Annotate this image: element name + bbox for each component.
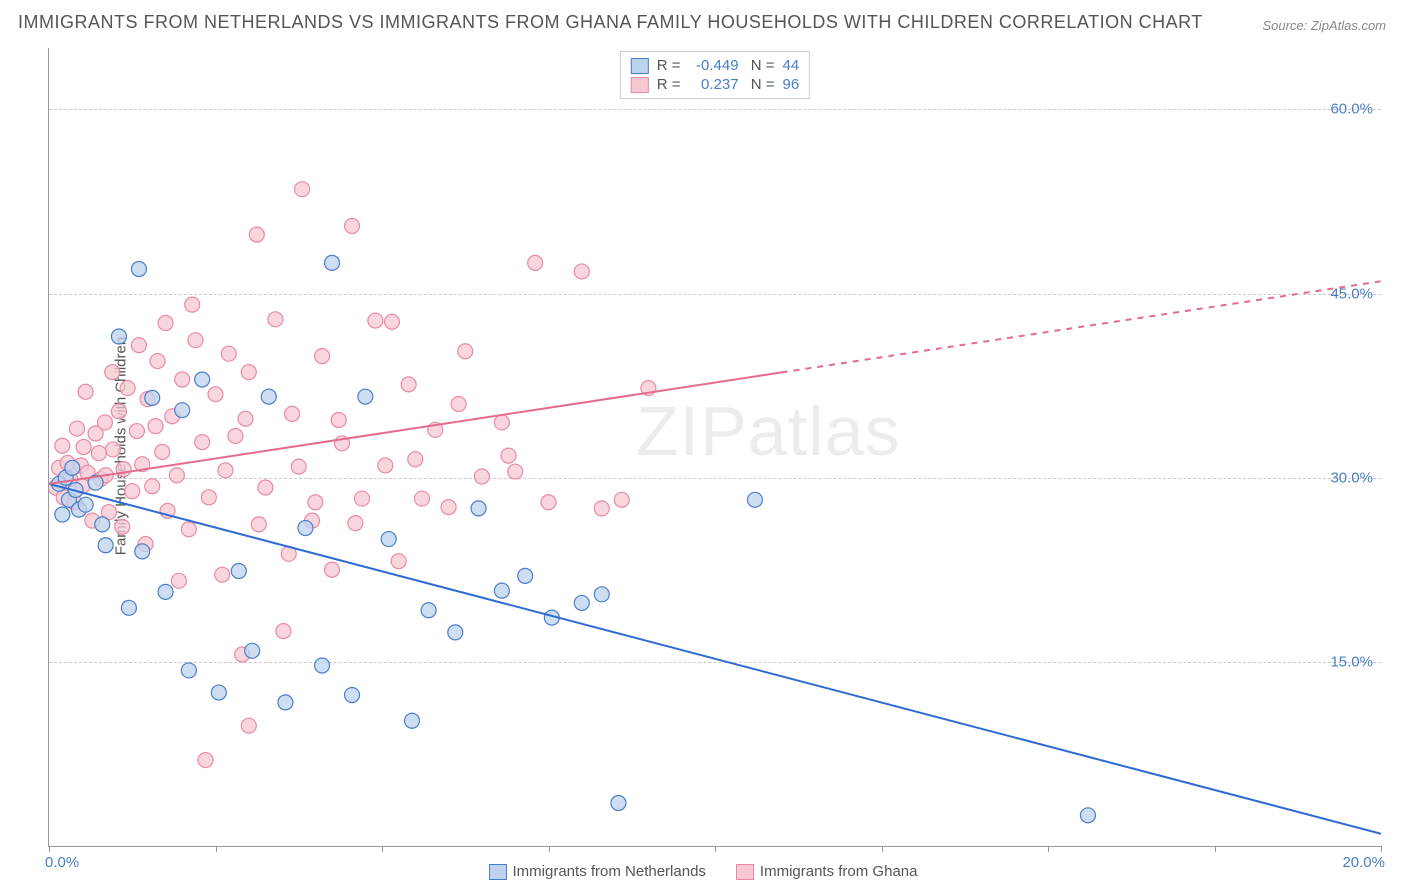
regression-legend: R = -0.449 N = 44 R = 0.237 N = 96	[620, 51, 810, 99]
n-value-netherlands: 44	[783, 57, 800, 74]
legend-label-netherlands: Immigrants from Netherlands	[513, 863, 706, 880]
scatter-plot-svg	[49, 48, 1381, 846]
n-label: N =	[747, 76, 775, 93]
chart-title: IMMIGRANTS FROM NETHERLANDS VS IMMIGRANT…	[18, 12, 1203, 33]
legend-item-ghana: Immigrants from Ghana	[736, 863, 918, 880]
bottom-legend: Immigrants from Netherlands Immigrants f…	[0, 863, 1406, 880]
swatch-ghana	[631, 77, 649, 93]
legend-swatch-netherlands	[489, 864, 507, 880]
legend-label-ghana: Immigrants from Ghana	[760, 863, 918, 880]
chart-container: IMMIGRANTS FROM NETHERLANDS VS IMMIGRANT…	[0, 0, 1406, 892]
regression-row-netherlands: R = -0.449 N = 44	[631, 56, 799, 75]
regression-row-ghana: R = 0.237 N = 96	[631, 75, 799, 94]
legend-item-netherlands: Immigrants from Netherlands	[489, 863, 706, 880]
plot-area: ZIPatlas R = -0.449 N = 44 R = 0.237 N =…	[48, 48, 1381, 847]
r-value-netherlands: -0.449	[689, 57, 739, 74]
r-label: R =	[657, 76, 681, 93]
n-value-ghana: 96	[783, 76, 800, 93]
source-attribution: Source: ZipAtlas.com	[1262, 18, 1386, 33]
swatch-netherlands	[631, 58, 649, 74]
n-label: N =	[747, 57, 775, 74]
r-value-ghana: 0.237	[689, 76, 739, 93]
r-label: R =	[657, 57, 681, 74]
legend-swatch-ghana	[736, 864, 754, 880]
